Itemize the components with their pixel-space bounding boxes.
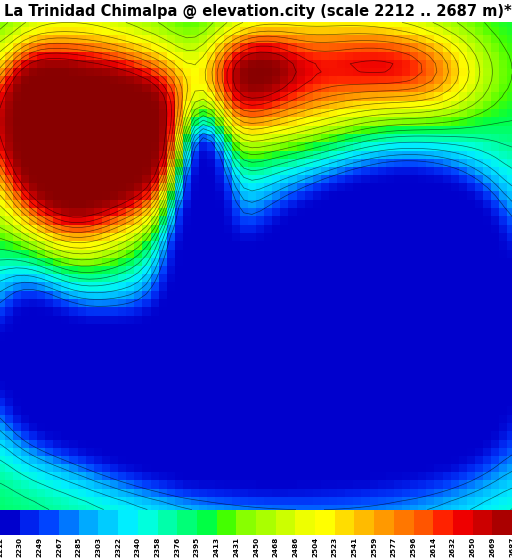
Text: 2669: 2669	[489, 537, 495, 557]
Text: 2614: 2614	[430, 537, 436, 557]
Text: 2504: 2504	[312, 537, 318, 557]
Bar	[275, 510, 296, 535]
Text: 2596: 2596	[411, 537, 417, 557]
Bar	[315, 510, 335, 535]
Bar	[0, 510, 20, 535]
Text: 2285: 2285	[76, 537, 82, 557]
Bar	[39, 510, 59, 535]
Bar	[433, 510, 454, 535]
Bar	[335, 510, 355, 535]
Bar	[453, 510, 473, 535]
Text: 2267: 2267	[56, 537, 62, 557]
Text: 2212: 2212	[0, 537, 3, 557]
Bar	[59, 510, 79, 535]
Text: 2577: 2577	[391, 537, 397, 557]
Text: 2468: 2468	[273, 537, 279, 557]
Text: 2358: 2358	[155, 537, 161, 557]
Text: 2523: 2523	[332, 537, 338, 557]
Bar	[374, 510, 394, 535]
Bar	[79, 510, 99, 535]
Text: 2486: 2486	[292, 537, 298, 557]
Text: 2249: 2249	[36, 537, 42, 557]
Bar	[473, 510, 493, 535]
Bar	[158, 510, 178, 535]
Text: La Trinidad Chimalpa @ elevation.city (scale 2212 .. 2687 m)*: La Trinidad Chimalpa @ elevation.city (s…	[4, 4, 512, 18]
Text: 2431: 2431	[233, 537, 239, 557]
Bar	[118, 510, 138, 535]
Bar	[256, 510, 276, 535]
Text: 2632: 2632	[450, 537, 456, 557]
Text: 2322: 2322	[115, 537, 121, 557]
Text: 2559: 2559	[371, 537, 377, 557]
Bar	[295, 510, 315, 535]
Bar	[414, 510, 434, 535]
Bar	[98, 510, 119, 535]
Text: 2340: 2340	[135, 537, 141, 557]
Text: 2450: 2450	[253, 537, 259, 557]
Bar	[237, 510, 257, 535]
Bar	[217, 510, 237, 535]
Bar	[493, 510, 512, 535]
Text: 2650: 2650	[470, 537, 476, 557]
Bar	[177, 510, 198, 535]
Text: 2395: 2395	[194, 537, 200, 557]
Bar	[138, 510, 158, 535]
Text: 2230: 2230	[17, 537, 23, 557]
Text: 2303: 2303	[95, 537, 101, 557]
Text: 2541: 2541	[351, 537, 357, 557]
Bar	[19, 510, 40, 535]
Text: 2413: 2413	[214, 537, 220, 557]
Bar	[354, 510, 375, 535]
Bar	[394, 510, 414, 535]
Text: 2687: 2687	[509, 537, 512, 557]
Bar	[197, 510, 217, 535]
Text: 2376: 2376	[174, 537, 180, 557]
